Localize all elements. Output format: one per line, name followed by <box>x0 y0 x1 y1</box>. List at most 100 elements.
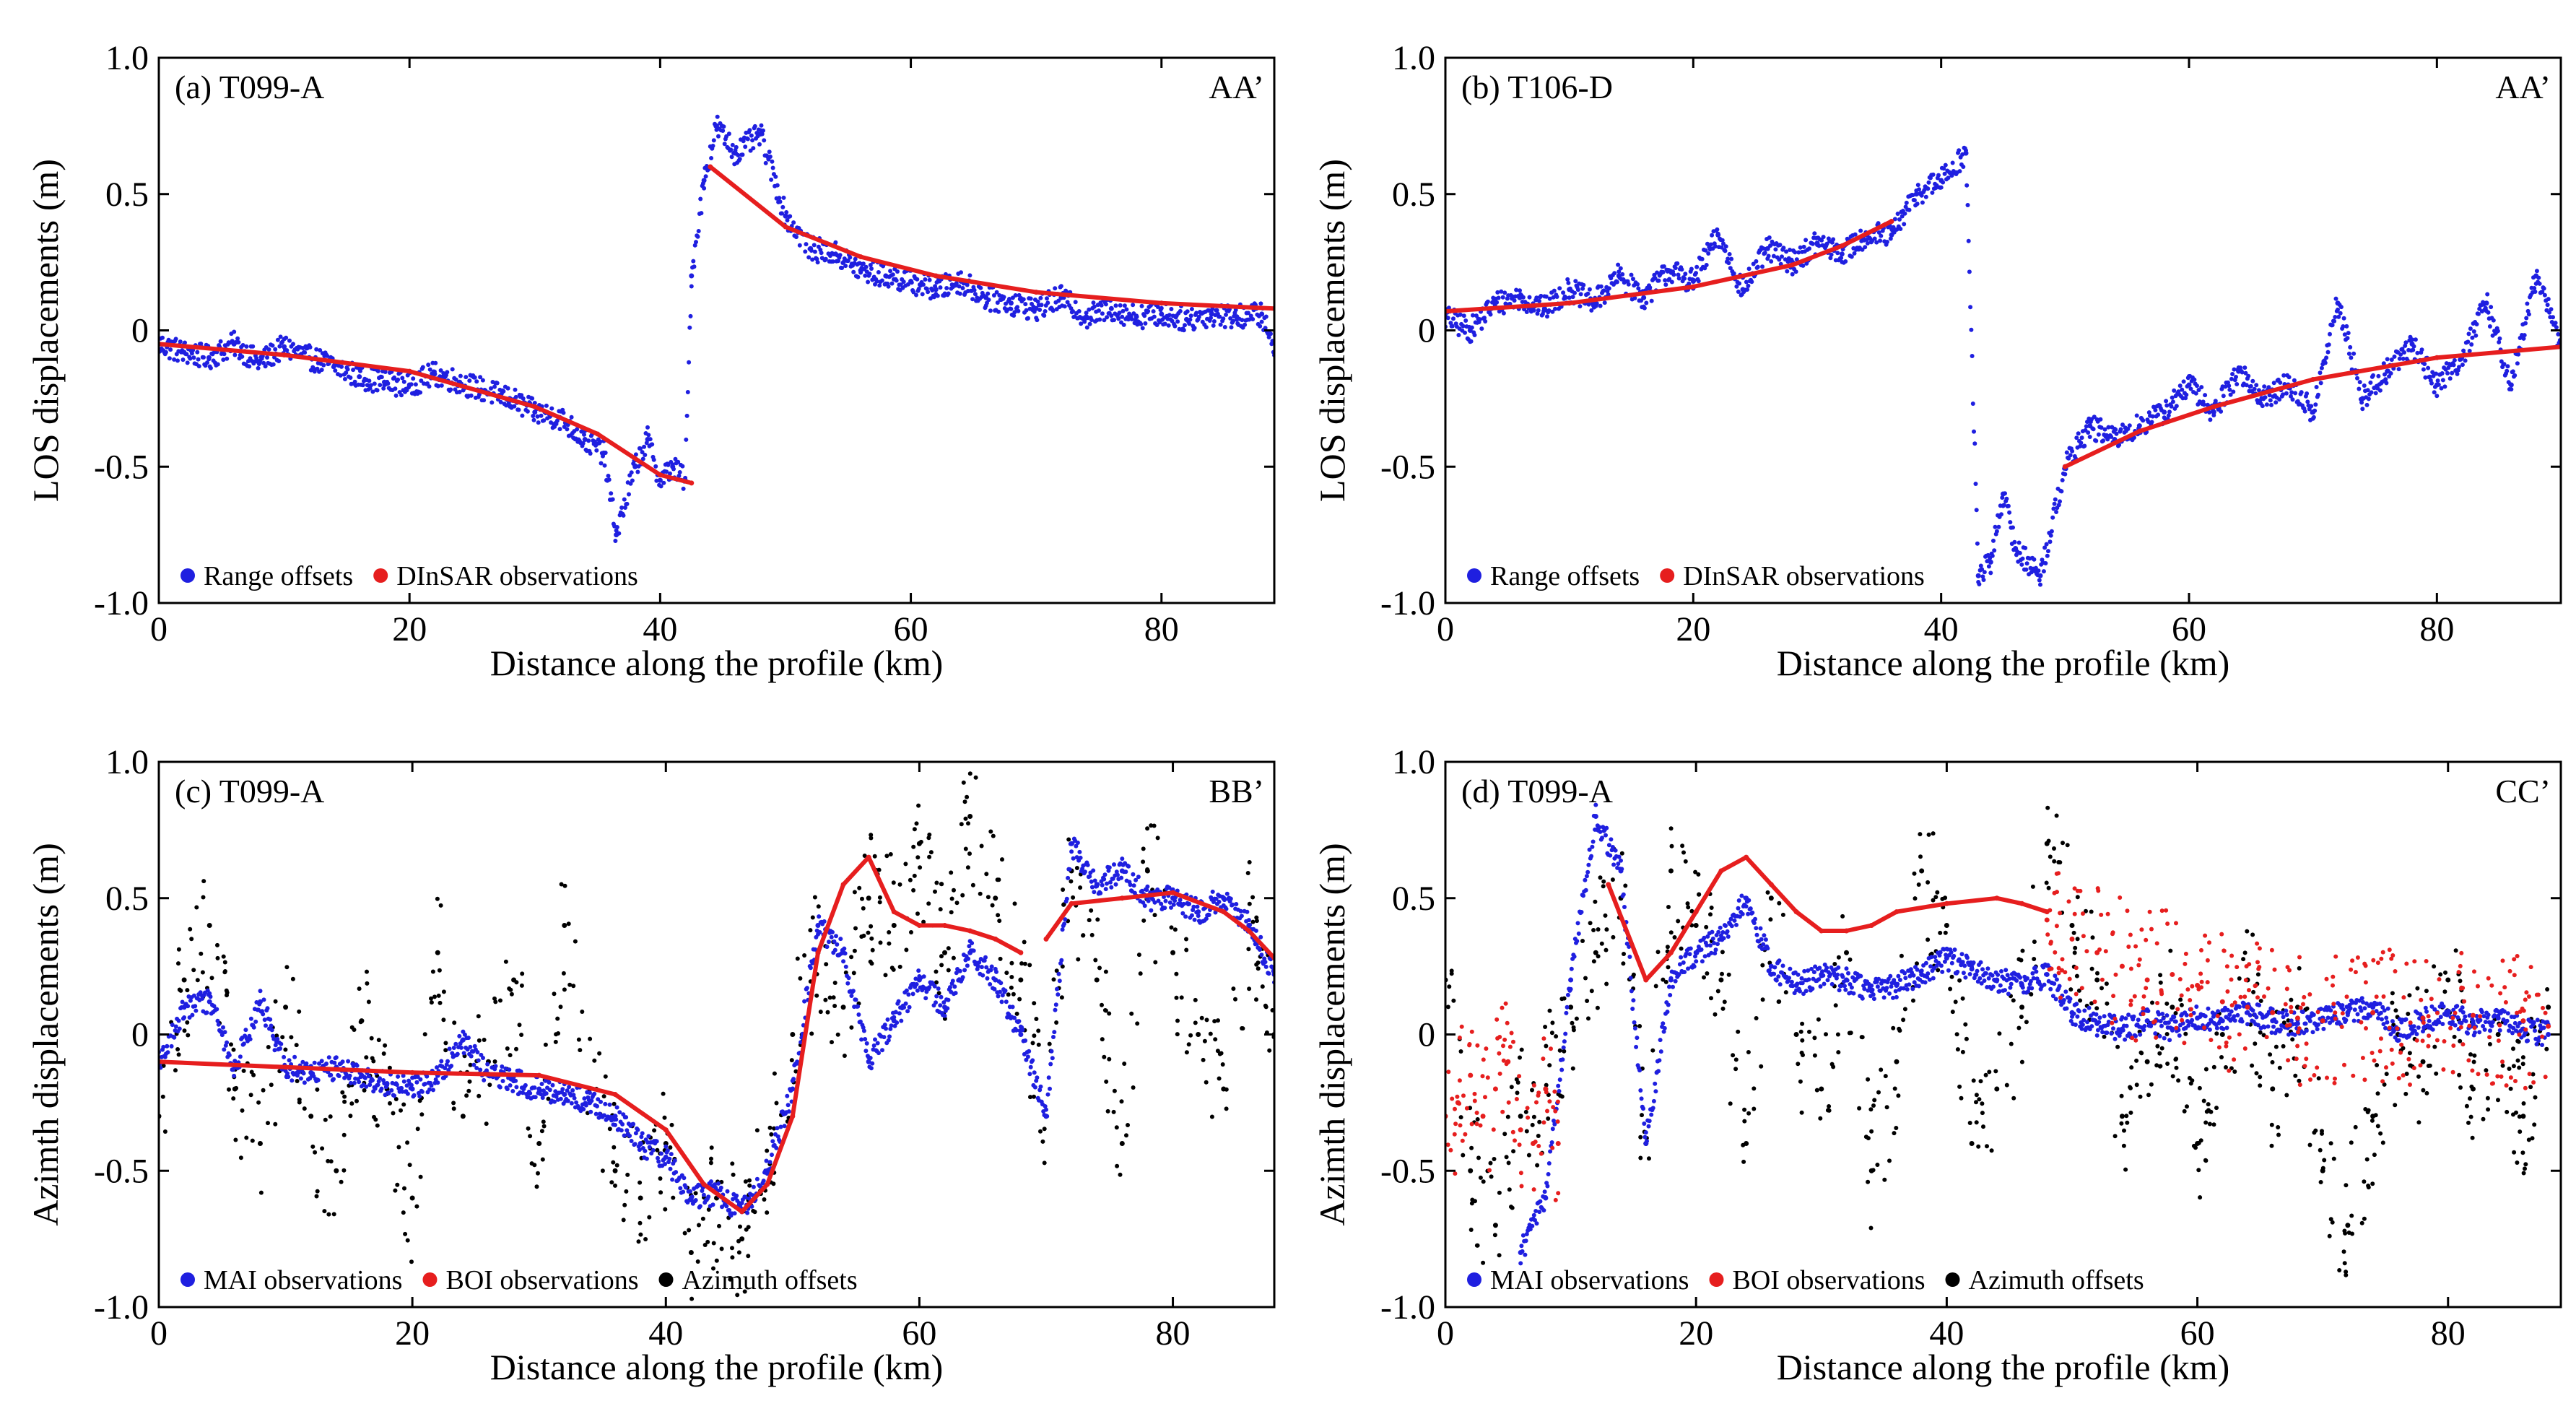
data-point <box>1468 1168 1473 1173</box>
data-point <box>407 383 412 388</box>
data-point <box>1196 909 1201 914</box>
legend-marker <box>373 568 388 583</box>
data-point <box>2069 937 2074 942</box>
data-point <box>841 882 846 887</box>
data-point <box>1919 972 1924 977</box>
x-tick-label: 20 <box>392 610 427 648</box>
y-tick-label: 1.0 <box>1392 39 1435 77</box>
data-point <box>1964 151 1969 156</box>
y-axis-label: Azimth displacements (m) <box>25 843 66 1225</box>
data-point <box>407 369 412 374</box>
data-point <box>1234 314 1239 319</box>
data-point <box>2001 492 2006 497</box>
legend-marker <box>659 1272 674 1287</box>
data-point <box>2220 999 2225 1004</box>
data-point <box>967 950 972 955</box>
data-point <box>207 923 212 928</box>
data-point <box>2069 923 2074 928</box>
plot-area <box>1445 58 2561 603</box>
data-point <box>758 131 763 136</box>
data-point <box>1869 923 1874 928</box>
data-point <box>2471 1013 2476 1018</box>
data-point <box>1666 268 1671 273</box>
data-point <box>967 929 972 934</box>
data-point <box>1159 300 1164 305</box>
data-point <box>1493 1087 1498 1092</box>
data-point <box>866 1059 871 1064</box>
data-point <box>1221 1087 1226 1092</box>
data-point <box>1889 219 1894 224</box>
data-point <box>1120 869 1125 874</box>
data-point <box>1744 855 1749 860</box>
data-point <box>783 225 788 230</box>
data-point <box>2187 383 2192 388</box>
legend-entry: DInSAR observations <box>1683 561 1925 591</box>
data-point <box>1120 895 1125 901</box>
data-point <box>2019 901 2024 906</box>
data-point <box>1844 950 1849 955</box>
data-point <box>1769 964 1774 969</box>
data-point <box>739 1236 744 1241</box>
data-point <box>645 437 650 442</box>
data-point <box>1556 1141 1561 1146</box>
data-point <box>2546 1032 2551 1037</box>
data-point <box>2484 300 2489 305</box>
profile-label: AA’ <box>2495 69 2551 105</box>
data-point <box>1694 909 1699 914</box>
data-point <box>1840 243 1845 248</box>
y-tick-label: 0 <box>1418 1016 1435 1054</box>
data-point <box>714 123 719 129</box>
data-point <box>2120 1026 2125 1031</box>
data-point <box>1668 869 1674 874</box>
data-point <box>917 978 922 983</box>
data-point <box>2145 1018 2150 1023</box>
data-point <box>866 895 871 901</box>
data-point <box>1095 882 1100 887</box>
data-point <box>1840 251 1845 256</box>
data-point <box>1889 233 1894 238</box>
x-tick-label: 0 <box>150 1314 167 1353</box>
legend-marker <box>1946 1272 1960 1287</box>
data-point <box>308 1070 313 1075</box>
data-point <box>182 1004 187 1010</box>
data-point <box>1455 1100 1461 1105</box>
y-tick-label: 0 <box>131 312 149 350</box>
y-tick-label: -1.0 <box>1380 1288 1435 1327</box>
data-point <box>1794 1032 1799 1037</box>
data-point <box>1919 869 1924 874</box>
legend-marker <box>180 568 195 583</box>
data-point <box>536 1073 541 1078</box>
data-point <box>2370 1114 2375 1119</box>
legend-marker <box>1467 1272 1481 1287</box>
data-point <box>1095 978 1100 983</box>
data-point <box>562 1092 567 1097</box>
data-point <box>708 165 713 170</box>
legend-marker <box>180 1272 195 1287</box>
data-point <box>2045 972 2050 977</box>
y-axis-label: LOS displacements (m) <box>25 159 66 502</box>
x-tick-label: 80 <box>2419 610 2454 648</box>
data-point <box>1492 300 1497 305</box>
data-point <box>2245 1010 2250 1015</box>
data-point <box>1844 929 1849 934</box>
data-point <box>689 274 694 279</box>
y-tick-label: 1.0 <box>105 39 149 77</box>
data-point <box>283 1064 288 1069</box>
y-tick-label: -0.5 <box>1380 448 1435 486</box>
data-point <box>1518 295 1523 300</box>
data-point <box>638 1196 643 1201</box>
data-point <box>332 363 337 368</box>
data-point <box>858 268 863 273</box>
data-point <box>2533 274 2538 279</box>
data-point <box>663 1155 669 1160</box>
data-point <box>689 1250 694 1255</box>
data-point <box>1914 191 1919 196</box>
x-tick-label: 80 <box>2431 1314 2466 1353</box>
data-point <box>883 274 888 279</box>
data-point <box>733 151 738 156</box>
data-point <box>1196 1032 1201 1037</box>
panel-label: (a) T099-A <box>175 69 324 105</box>
data-point <box>258 999 263 1004</box>
data-point <box>1744 895 1749 901</box>
